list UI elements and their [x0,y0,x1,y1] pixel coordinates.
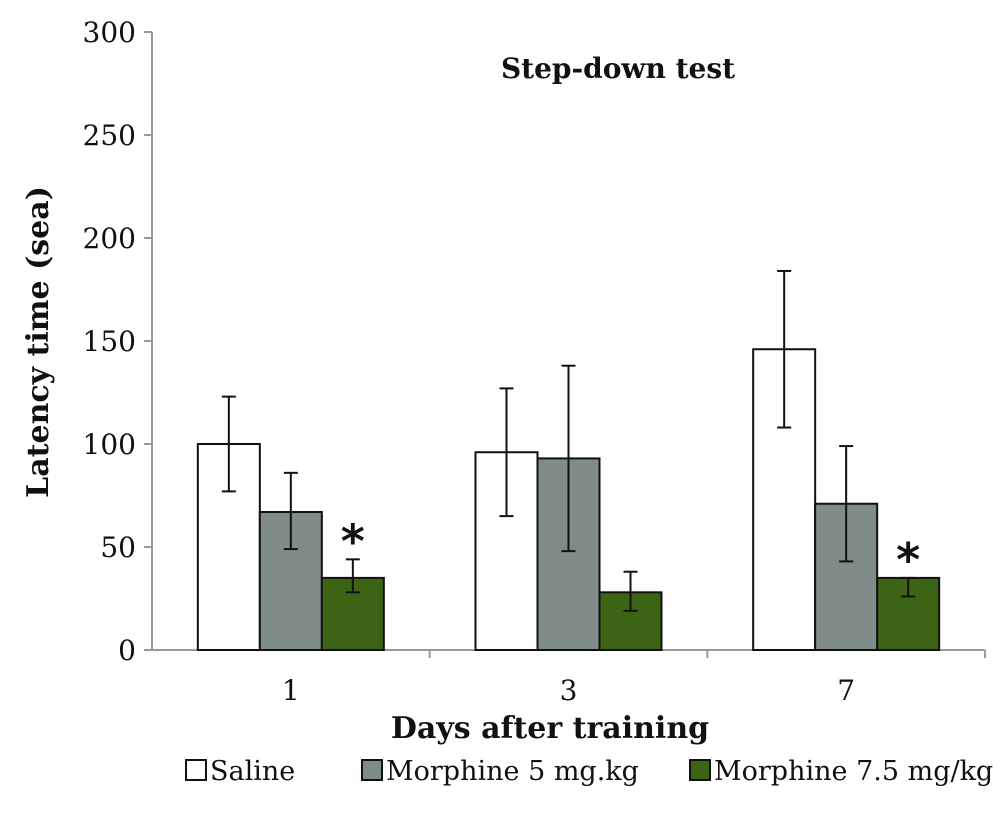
error-bar [623,570,638,612]
x-axis-title: Days after training [391,711,709,746]
legend-label: Saline [210,756,295,787]
legend-swatch [185,759,207,781]
annotations: * * [341,514,920,587]
significance-marker: * [341,514,365,568]
x-tick-label: 7 [837,674,855,707]
error-bar [221,395,236,493]
y-tick-label: 150 [83,325,136,358]
y-tick-label: 0 [118,634,136,667]
error-bar [561,364,576,553]
x-tick-label: 1 [282,674,300,707]
error-bar [777,269,792,429]
x-ticks: 1 3 7 [282,650,986,707]
error-bar [839,445,854,563]
y-tick-label: 250 [83,119,136,152]
x-tick-label: 3 [560,674,578,707]
error-bar [499,387,514,518]
legend-item: Morphine 5 mg.kg [361,756,639,787]
chart-title: Step-down test [501,52,735,85]
y-tick-label: 300 [83,16,136,49]
y-axis-title: Latency time (sea) [21,186,56,498]
y-tick-label: 50 [100,531,136,564]
legend-item: Saline [185,756,295,787]
legend-label: Morphine 7.5 mg/kg [714,756,993,787]
significance-marker: * [896,533,920,587]
legend-swatch [689,759,711,781]
legend-label: Morphine 5 mg.kg [386,756,639,787]
error-bar [901,576,916,598]
legend-item: Morphine 7.5 mg/kg [689,756,993,787]
y-ticks: 0 50 100 150 200 250 300 [83,16,152,667]
error-bar [283,471,298,551]
legend: Saline Morphine 5 mg.kg Morphine 7.5 mg/kg [185,756,993,787]
legend-swatch [361,759,383,781]
y-tick-label: 200 [83,222,136,255]
error-bar [345,558,360,594]
y-tick-label: 100 [83,428,136,461]
error-bars [221,269,916,612]
